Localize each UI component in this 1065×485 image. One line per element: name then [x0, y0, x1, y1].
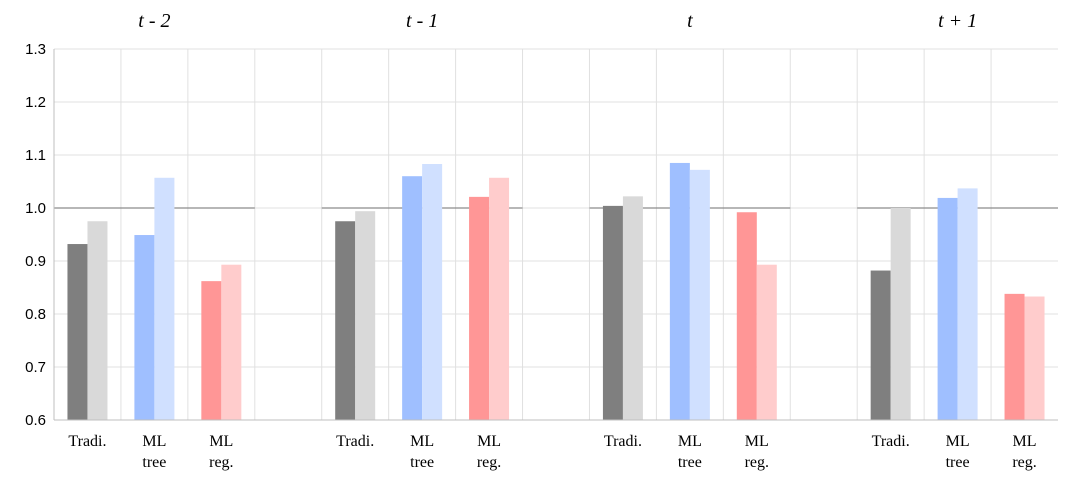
panel-title: t - 2 — [138, 10, 170, 32]
x-tick-label: ML — [477, 433, 501, 450]
bar — [689, 169, 710, 420]
x-tick-label: tree — [410, 454, 434, 471]
x-tick-label: tree — [142, 454, 166, 471]
bar — [87, 221, 108, 420]
y-tick-label: 0.7 — [25, 359, 46, 376]
bar — [756, 264, 777, 420]
panel-title: t — [687, 10, 693, 32]
bar — [201, 281, 222, 420]
x-tick-label: ML — [410, 433, 434, 450]
panel-title: t - 1 — [406, 10, 438, 32]
bar — [890, 208, 911, 420]
x-tick-label: Tradi. — [872, 433, 910, 450]
bar — [489, 177, 510, 420]
bar — [355, 211, 376, 420]
x-tick-label: ML — [209, 433, 233, 450]
x-tick-label: tree — [946, 454, 970, 471]
bar — [154, 177, 175, 420]
bar — [469, 196, 490, 420]
y-tick-label: 1.2 — [25, 94, 46, 111]
bar — [402, 176, 423, 420]
bar — [422, 164, 443, 420]
x-tick-label: tree — [678, 454, 702, 471]
bar — [870, 270, 891, 420]
bar — [335, 221, 356, 420]
x-tick-label: ML — [678, 433, 702, 450]
y-tick-label: 0.9 — [25, 253, 46, 270]
y-tick-label: 1.1 — [25, 147, 46, 164]
bar — [221, 264, 242, 420]
x-tick-label: ML — [1013, 433, 1037, 450]
bar — [67, 244, 88, 420]
bar — [602, 205, 623, 420]
x-tick-label: reg. — [209, 454, 233, 471]
y-tick-label: 1.0 — [25, 200, 46, 217]
bar — [134, 235, 155, 420]
x-tick-label: Tradi. — [68, 433, 106, 450]
x-tick-label: Tradi. — [336, 433, 374, 450]
y-tick-label: 1.3 — [25, 41, 46, 58]
bar — [957, 188, 978, 420]
x-tick-label: reg. — [477, 454, 501, 471]
x-tick-label: reg. — [1012, 454, 1036, 471]
x-tick-label: Tradi. — [604, 433, 642, 450]
x-tick-label: reg. — [745, 454, 769, 471]
panel-title: t + 1 — [938, 10, 977, 32]
y-tick-label: 0.6 — [25, 412, 46, 429]
bar — [669, 162, 690, 420]
bar — [622, 196, 643, 420]
bar — [1004, 293, 1025, 420]
bar — [736, 212, 757, 420]
y-tick-label: 0.8 — [25, 306, 46, 323]
x-tick-label: ML — [745, 433, 769, 450]
bar — [1024, 296, 1045, 420]
x-tick-label: ML — [142, 433, 166, 450]
bar — [937, 197, 958, 420]
x-tick-label: ML — [946, 433, 970, 450]
